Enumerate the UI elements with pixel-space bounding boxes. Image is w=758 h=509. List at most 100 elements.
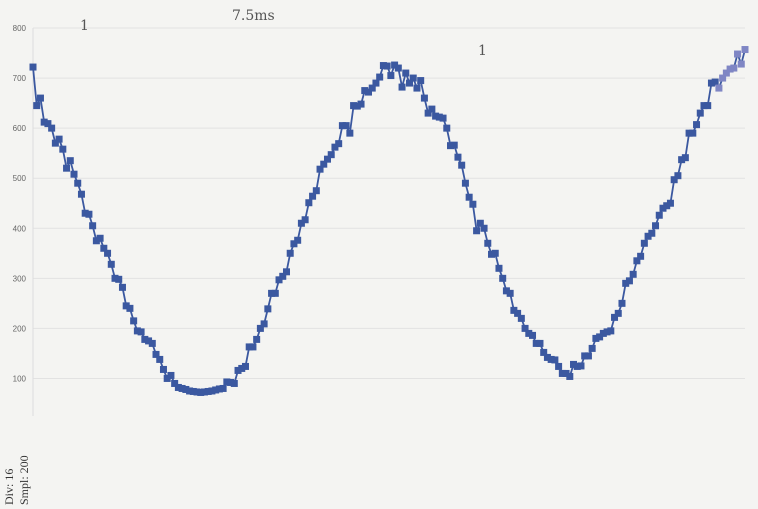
- data-point: [488, 250, 496, 258]
- data-point: [413, 84, 421, 92]
- data-point: [212, 386, 220, 394]
- data-point: [693, 121, 701, 129]
- y-axis-ticks: 100 200 300 400 500 600 700 800: [13, 24, 27, 383]
- data-point: [145, 337, 153, 345]
- data-point: [666, 199, 674, 207]
- data-point: [454, 153, 462, 161]
- data-point: [648, 229, 656, 237]
- data-point: [577, 362, 585, 370]
- data-point: [685, 129, 693, 137]
- data-point: [428, 105, 436, 113]
- data-point: [338, 122, 346, 130]
- data-point: [77, 190, 85, 198]
- data-point: [458, 161, 466, 169]
- data-point: [29, 63, 37, 71]
- data-point: [335, 140, 343, 148]
- series-line: [32, 49, 746, 394]
- y-tick-label: 800: [13, 24, 27, 33]
- div-setting-label: Div: 16: [2, 468, 16, 505]
- data-point: [346, 129, 354, 137]
- data-point: [156, 355, 164, 363]
- data-point: [141, 335, 149, 343]
- data-point: [55, 135, 63, 143]
- data-point: [700, 102, 708, 110]
- data-point: [562, 369, 570, 377]
- data-point: [227, 378, 235, 386]
- data-point: [611, 313, 619, 321]
- data-point: [33, 102, 41, 110]
- data-point: [368, 84, 376, 92]
- data-point: [104, 249, 112, 257]
- data-point: [118, 283, 126, 291]
- data-point: [70, 170, 78, 178]
- data-point: [331, 143, 339, 151]
- data-point: [689, 129, 697, 137]
- data-point: [536, 339, 544, 347]
- data-point: [92, 237, 100, 245]
- data-point: [715, 84, 723, 92]
- data-point: [439, 114, 447, 122]
- data-point: [652, 222, 660, 230]
- y-tick-label: 200: [13, 324, 27, 333]
- data-point: [547, 355, 555, 363]
- data-point: [398, 83, 406, 91]
- data-point: [316, 165, 324, 173]
- data-point: [204, 387, 212, 395]
- data-point: [540, 348, 548, 356]
- data-point: [290, 240, 298, 248]
- data-point: [200, 388, 208, 396]
- data-point: [588, 344, 596, 352]
- data-point: [260, 320, 268, 328]
- data-point: [469, 200, 477, 208]
- data-point: [282, 268, 290, 276]
- data-point: [465, 193, 473, 201]
- y-tick-label: 400: [13, 224, 27, 233]
- data-point: [584, 352, 592, 360]
- data-point: [309, 192, 317, 200]
- data-point: [305, 199, 313, 207]
- data-point: [40, 118, 48, 126]
- data-point: [297, 219, 305, 227]
- data-point: [253, 335, 261, 343]
- data-point: [357, 100, 365, 108]
- data-point: [383, 62, 391, 70]
- data-point: [36, 94, 44, 102]
- data-point: [435, 113, 443, 121]
- data-point: [186, 387, 194, 395]
- data-point: [89, 222, 97, 230]
- data-point: [573, 362, 581, 370]
- y-tick-label: 500: [13, 174, 27, 183]
- data-point: [607, 327, 615, 335]
- data-point: [148, 339, 156, 347]
- data-point: [85, 210, 93, 218]
- data-point: [163, 374, 171, 382]
- data-point: [592, 334, 600, 342]
- data-point: [532, 339, 540, 347]
- data-point: [618, 299, 626, 307]
- data-point: [387, 72, 395, 80]
- data-point: [476, 219, 484, 227]
- data-point: [599, 329, 607, 337]
- data-point: [633, 257, 641, 265]
- handwritten-note-period: 7.5ms: [232, 8, 275, 24]
- data-point: [499, 274, 507, 282]
- data-point: [208, 387, 216, 395]
- data-point: [450, 141, 458, 149]
- gridlines: [32, 27, 745, 416]
- data-point: [133, 327, 141, 335]
- data-point: [245, 343, 253, 351]
- data-point: [275, 276, 283, 284]
- data-point: [230, 379, 238, 387]
- data-point: [502, 287, 510, 295]
- data-point: [279, 272, 287, 280]
- data-point: [696, 109, 704, 117]
- data-point: [566, 372, 574, 380]
- data-point: [558, 369, 566, 377]
- data-point: [670, 176, 678, 184]
- data-point: [726, 65, 734, 73]
- data-point: [622, 279, 630, 287]
- data-point: [241, 362, 249, 370]
- data-point: [659, 204, 667, 212]
- data-point: [256, 324, 264, 332]
